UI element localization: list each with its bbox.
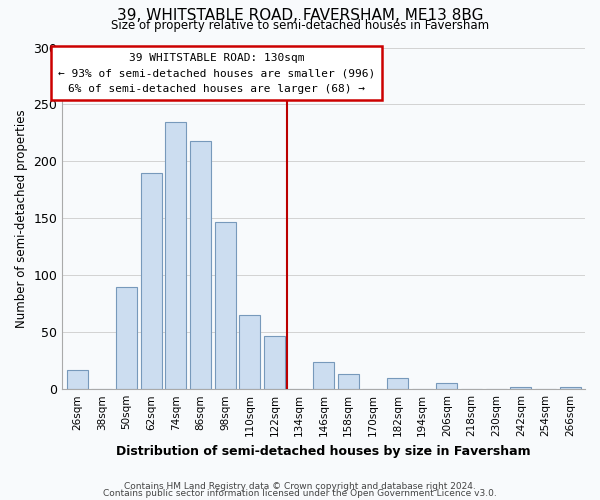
Text: 39 WHITSTABLE ROAD: 130sqm
← 93% of semi-detached houses are smaller (996)
6% of: 39 WHITSTABLE ROAD: 130sqm ← 93% of semi…: [58, 52, 375, 94]
Bar: [140, 173, 161, 389]
Bar: [560, 387, 581, 389]
Bar: [511, 387, 532, 389]
Bar: [116, 286, 137, 389]
Bar: [313, 362, 334, 389]
Bar: [67, 370, 88, 389]
Bar: [264, 336, 285, 389]
Bar: [387, 378, 408, 389]
Bar: [215, 222, 236, 389]
Text: 39, WHITSTABLE ROAD, FAVERSHAM, ME13 8BG: 39, WHITSTABLE ROAD, FAVERSHAM, ME13 8BG: [117, 8, 483, 22]
Y-axis label: Number of semi-detached properties: Number of semi-detached properties: [15, 109, 28, 328]
Bar: [338, 374, 359, 389]
Bar: [436, 384, 457, 389]
Bar: [190, 141, 211, 389]
Bar: [239, 315, 260, 389]
Bar: [165, 122, 186, 389]
Text: Contains HM Land Registry data © Crown copyright and database right 2024.: Contains HM Land Registry data © Crown c…: [124, 482, 476, 491]
X-axis label: Distribution of semi-detached houses by size in Faversham: Distribution of semi-detached houses by …: [116, 444, 531, 458]
Text: Size of property relative to semi-detached houses in Faversham: Size of property relative to semi-detach…: [111, 18, 489, 32]
Text: Contains public sector information licensed under the Open Government Licence v3: Contains public sector information licen…: [103, 490, 497, 498]
